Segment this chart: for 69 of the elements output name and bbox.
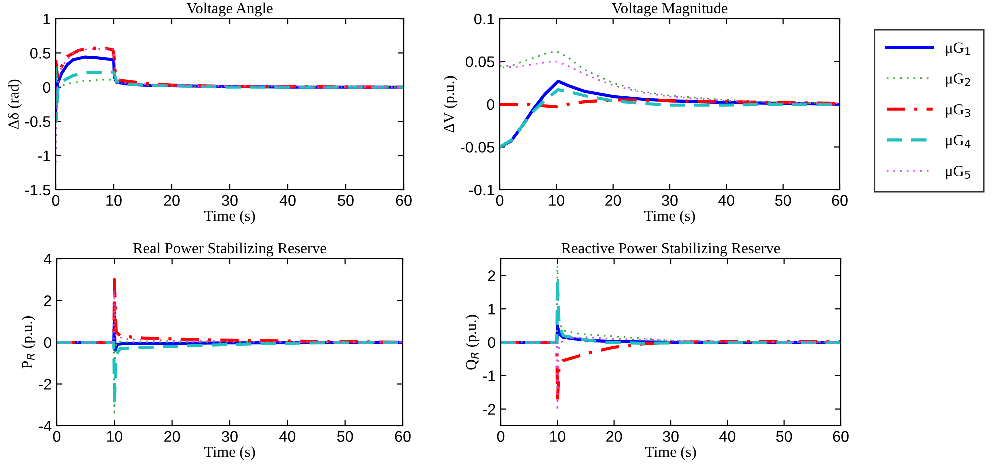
legend-label: μG$_{4}$ — [946, 135, 971, 149]
y-tick-label: 0 — [43, 82, 51, 94]
y-tick-label: -1 — [483, 370, 496, 382]
chart-title: Reactive Power Stabilizing Reserve — [562, 242, 780, 257]
chart-title: Voltage Angle — [186, 2, 273, 17]
x-tick-label: 20 — [164, 195, 180, 206]
x-tick-label: 10 — [106, 195, 122, 206]
x-tick-label: 30 — [663, 431, 679, 442]
x-axis-title: Time (s) — [204, 210, 256, 224]
y-tick-label: -2 — [483, 404, 496, 415]
line-series — [56, 65, 404, 124]
y-tick-label: 1 — [488, 304, 496, 315]
x-axis-title: Time (s) — [204, 446, 256, 460]
y-axis-title: Q$_{R}$ (p.u.) — [466, 315, 480, 370]
y-axis-title: P$_{R}$ (p.u.) — [22, 316, 36, 369]
x-axis-title: Time (s) — [644, 210, 696, 224]
x-tick-label: 20 — [164, 431, 180, 442]
y-tick-label: 1 — [44, 14, 50, 25]
x-tick-label: 50 — [775, 195, 792, 206]
y-axis-title: ΔV (p.u.) — [444, 76, 458, 133]
x-tick-label: 60 — [395, 431, 411, 442]
y-tick-label: -2 — [39, 379, 52, 390]
y-tick-label: -0.5 — [25, 116, 50, 128]
x-tick-label: 0 — [496, 195, 504, 206]
chart-title: Real Power Stabilizing Reserve — [133, 242, 326, 257]
y-tick-label: 0.1 — [474, 14, 494, 25]
x-tick-label: 60 — [832, 195, 848, 206]
x-tick-label: 20 — [606, 195, 622, 206]
legend-label: μG$_{5}$ — [946, 166, 970, 180]
x-tick-label: 10 — [107, 431, 123, 442]
x-tick-label: 30 — [222, 195, 238, 206]
x-tick-label: 0 — [52, 195, 60, 206]
y-tick-label: -0.1 — [469, 184, 494, 196]
y-tick-label: 0 — [488, 337, 496, 348]
y-tick-label: -1.5 — [25, 185, 50, 196]
x-axis-title: Time (s) — [645, 446, 696, 460]
line-series — [57, 289, 403, 344]
x-tick-label: 60 — [833, 431, 849, 442]
x-tick-label: 50 — [776, 431, 792, 442]
x-tick-label: 0 — [497, 431, 505, 442]
y-tick-label: 0.05 — [466, 56, 494, 68]
x-tick-label: 40 — [280, 431, 296, 442]
x-tick-label: 60 — [396, 195, 412, 206]
y-tick-label: 0 — [487, 99, 495, 110]
x-tick-label: 30 — [222, 431, 238, 442]
x-tick-label: 40 — [718, 195, 735, 206]
x-tick-label: 50 — [338, 195, 354, 206]
y-tick-label: 2 — [44, 296, 52, 306]
x-tick-label: 10 — [550, 431, 566, 442]
y-tick-label: 0 — [44, 337, 52, 348]
y-tick-label: -0.05 — [461, 142, 494, 153]
chart-title: Voltage Magnitude — [612, 2, 728, 17]
y-tick-label: -4 — [39, 421, 52, 432]
y-tick-label: -1 — [38, 150, 50, 162]
x-tick-label: 40 — [720, 431, 736, 442]
x-tick-label: 10 — [549, 195, 565, 206]
legend-label: μG$_{3}$ — [946, 104, 970, 118]
x-tick-label: 40 — [280, 195, 296, 206]
y-tick-label: 2 — [488, 270, 496, 282]
x-tick-label: 20 — [606, 431, 622, 442]
y-axis-title: Δδ (rad) — [8, 80, 22, 130]
line-series — [500, 60, 840, 104]
x-tick-label: 0 — [53, 431, 61, 442]
y-tick-label: 0.5 — [30, 48, 50, 59]
y-tick-label: 4 — [44, 254, 52, 265]
x-tick-label: 50 — [337, 431, 354, 442]
legend-label: μG$_{1}$ — [946, 42, 970, 56]
x-tick-label: 30 — [662, 195, 678, 206]
legend-label: μG$_{2}$ — [946, 74, 970, 87]
